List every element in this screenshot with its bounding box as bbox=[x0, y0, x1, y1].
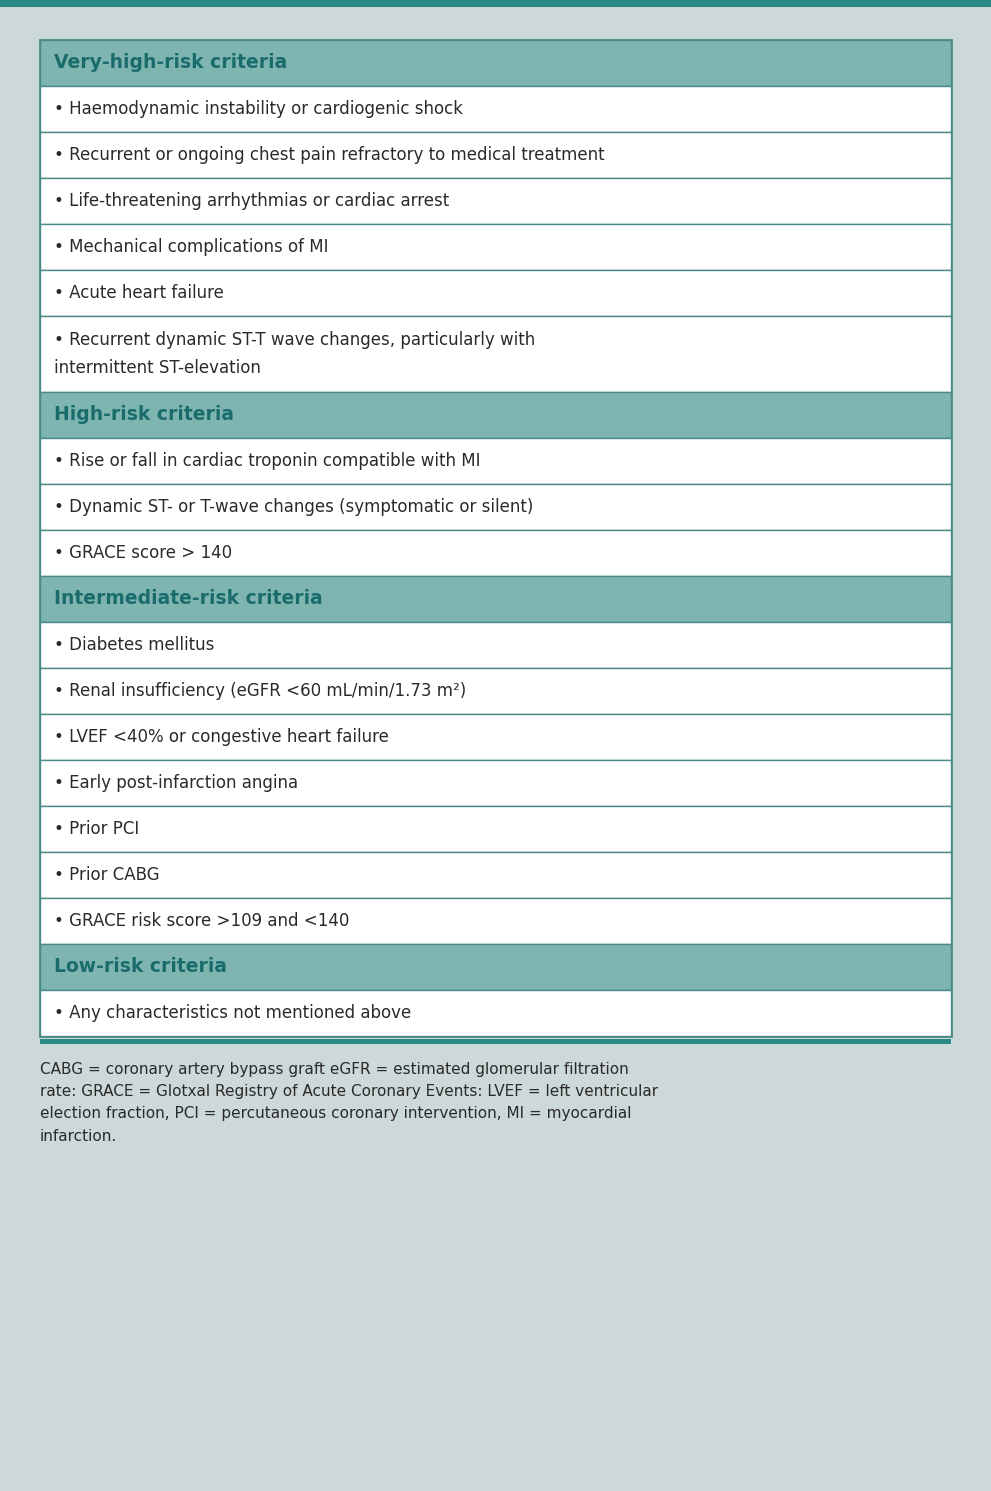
Text: • Early post-infarction angina: • Early post-infarction angina bbox=[54, 774, 298, 792]
Text: • Rise or fall in cardiac troponin compatible with MI: • Rise or fall in cardiac troponin compa… bbox=[54, 452, 481, 470]
Bar bbox=[40, 485, 951, 529]
Bar bbox=[40, 133, 951, 177]
Bar bbox=[40, 851, 951, 898]
Text: • GRACE score > 140: • GRACE score > 140 bbox=[54, 544, 232, 562]
Text: Low-risk criteria: Low-risk criteria bbox=[54, 957, 227, 977]
Bar bbox=[40, 990, 951, 1036]
Bar bbox=[40, 40, 951, 1036]
Bar bbox=[40, 898, 951, 944]
Bar bbox=[40, 392, 951, 438]
Text: • Dynamic ST- or T-wave changes (symptomatic or silent): • Dynamic ST- or T-wave changes (symptom… bbox=[54, 498, 533, 516]
Bar bbox=[40, 224, 951, 270]
Bar bbox=[40, 576, 951, 622]
Bar bbox=[40, 668, 951, 714]
Text: • LVEF <40% or congestive heart failure: • LVEF <40% or congestive heart failure bbox=[54, 728, 388, 746]
Text: • GRACE risk score >109 and <140: • GRACE risk score >109 and <140 bbox=[54, 912, 350, 930]
Text: Very-high-risk criteria: Very-high-risk criteria bbox=[54, 54, 287, 73]
Bar bbox=[40, 270, 951, 316]
Bar bbox=[40, 807, 951, 851]
Text: • Diabetes mellitus: • Diabetes mellitus bbox=[54, 637, 214, 655]
Bar bbox=[40, 438, 951, 485]
Bar bbox=[40, 40, 951, 86]
Bar bbox=[40, 714, 951, 760]
Bar bbox=[0, 0, 991, 7]
Text: • Recurrent or ongoing chest pain refractory to medical treatment: • Recurrent or ongoing chest pain refrac… bbox=[54, 146, 605, 164]
Text: • Recurrent dynamic ST-T wave changes, particularly with: • Recurrent dynamic ST-T wave changes, p… bbox=[54, 331, 535, 349]
Text: • Any characteristics not mentioned above: • Any characteristics not mentioned abov… bbox=[54, 1003, 411, 1021]
Bar bbox=[40, 177, 951, 224]
Text: High-risk criteria: High-risk criteria bbox=[54, 406, 234, 425]
Text: CABG = coronary artery bypass graft eGFR = estimated glomerular filtration
rate:: CABG = coronary artery bypass graft eGFR… bbox=[40, 1062, 658, 1144]
Bar bbox=[40, 316, 951, 392]
Text: • Renal insufficiency (eGFR <60 mL/min/1.73 m²): • Renal insufficiency (eGFR <60 mL/min/1… bbox=[54, 681, 466, 699]
Text: • Prior PCI: • Prior PCI bbox=[54, 820, 140, 838]
Text: • Life-threatening arrhythmias or cardiac arrest: • Life-threatening arrhythmias or cardia… bbox=[54, 192, 449, 210]
Bar bbox=[40, 1039, 951, 1044]
Bar bbox=[40, 86, 951, 133]
Bar bbox=[40, 529, 951, 576]
Bar bbox=[40, 622, 951, 668]
Text: intermittent ST-elevation: intermittent ST-elevation bbox=[54, 359, 261, 377]
Text: • Prior CABG: • Prior CABG bbox=[54, 866, 160, 884]
Bar bbox=[40, 760, 951, 807]
Text: • Haemodynamic instability or cardiogenic shock: • Haemodynamic instability or cardiogeni… bbox=[54, 100, 463, 118]
Text: • Acute heart failure: • Acute heart failure bbox=[54, 283, 224, 303]
Bar bbox=[40, 944, 951, 990]
Text: • Mechanical complications of MI: • Mechanical complications of MI bbox=[54, 239, 328, 256]
Text: Intermediate-risk criteria: Intermediate-risk criteria bbox=[54, 589, 323, 608]
